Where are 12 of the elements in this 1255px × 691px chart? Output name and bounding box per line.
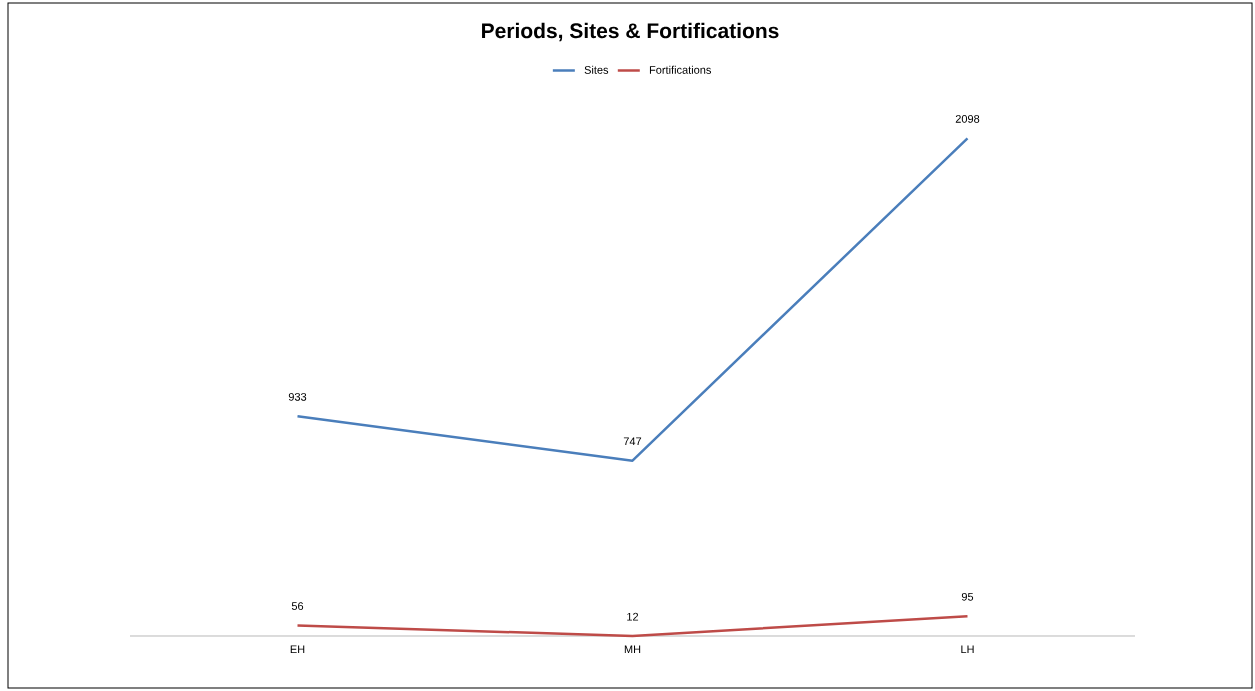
legend-label: Sites <box>584 65 609 74</box>
data-label: 95 <box>961 592 974 601</box>
legend-label: Fortifications <box>649 65 711 74</box>
data-label: 747 <box>623 437 642 446</box>
chart-title: Periods, Sites & Fortifications <box>482 22 779 42</box>
x-tick-label: MH <box>624 645 641 654</box>
x-tick-label: LH <box>961 645 974 654</box>
data-label: 2098 <box>955 115 980 123</box>
data-label: 56 <box>291 602 304 610</box>
data-label: 12 <box>627 612 639 621</box>
x-tick-label: EH <box>290 645 305 654</box>
data-label: 933 <box>288 392 307 401</box>
